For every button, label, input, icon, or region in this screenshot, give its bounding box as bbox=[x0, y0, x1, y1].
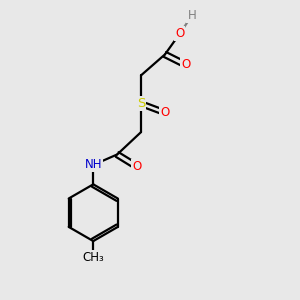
Text: O: O bbox=[132, 160, 141, 173]
Text: NH: NH bbox=[85, 158, 102, 171]
Text: H: H bbox=[188, 9, 196, 22]
Text: CH₃: CH₃ bbox=[82, 251, 104, 264]
Text: O: O bbox=[175, 27, 184, 40]
Text: S: S bbox=[137, 97, 145, 110]
Text: O: O bbox=[181, 58, 190, 71]
Text: O: O bbox=[160, 106, 170, 119]
